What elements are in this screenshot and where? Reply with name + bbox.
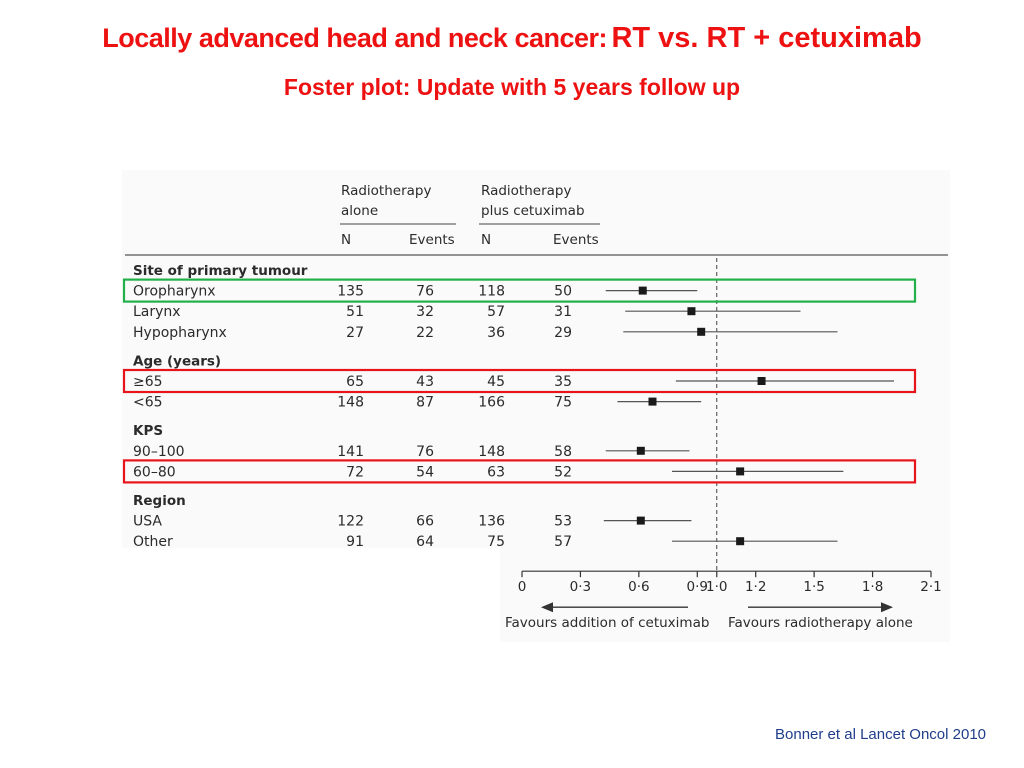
group-title: Site of primary tumour — [133, 263, 308, 279]
row-rt-n: 27 — [346, 325, 364, 341]
row-cx-n: 118 — [478, 284, 505, 300]
hr-point — [636, 516, 645, 525]
favours-left-label: Favours addition of cetuximab — [505, 615, 709, 631]
row-cx-n: 36 — [487, 325, 505, 341]
row-cx-events: 53 — [554, 514, 572, 530]
row-cx-events: 58 — [554, 444, 572, 460]
group-title: Age (years) — [133, 353, 221, 369]
row-rt-events: 87 — [416, 395, 434, 411]
row-cx-n: 148 — [478, 444, 505, 460]
favours-left-arrowhead — [541, 602, 553, 613]
figure-background-table — [122, 170, 950, 548]
row-label: Hypopharynx — [133, 325, 227, 341]
x-axis: 0 0·3 0·6 0·91·0 1·2 1·5 1·8 2·1 — [518, 570, 942, 613]
row-cx-n: 45 — [487, 374, 505, 390]
favours-right-label: Favours radiotherapy alone — [728, 615, 913, 631]
x-tick-label: 1·0 — [706, 579, 727, 595]
row-cx-events: 57 — [554, 534, 572, 550]
x-tick-label: 0·3 — [570, 579, 591, 595]
hr-point — [648, 397, 657, 406]
row-cx-events: 31 — [554, 304, 572, 320]
hr-point — [736, 467, 745, 476]
row-cx-events: 52 — [554, 464, 572, 480]
highlight-box-red — [122, 368, 917, 394]
group-title: KPS — [133, 423, 163, 439]
x-tick-label: 0·6 — [628, 579, 649, 595]
hr-point — [757, 377, 766, 385]
row-rt-events: 76 — [416, 444, 434, 460]
forest-rows: Site of primary tumour Oropharynx 135 76 118… — [122, 263, 917, 550]
row-rt-events: 76 — [416, 284, 434, 300]
row-rt-n: 65 — [346, 374, 364, 390]
row-rt-events: 32 — [416, 304, 434, 320]
row-rt-events: 22 — [416, 325, 434, 341]
hr-point — [638, 286, 647, 295]
row-cx-n: 136 — [478, 514, 505, 530]
header-rt-events: Events — [409, 232, 455, 248]
row-label: 90–100 — [133, 444, 185, 460]
row-cx-n: 63 — [487, 464, 505, 480]
row-rt-n: 148 — [337, 395, 364, 411]
highlight-box-red — [122, 459, 917, 484]
row-rt-events: 54 — [416, 464, 434, 480]
row-label: Other — [133, 534, 173, 550]
row-cx-n: 75 — [487, 534, 505, 550]
row-rt-n: 91 — [346, 534, 364, 550]
title-part1: Locally advanced head and neck cancer: — [102, 23, 607, 53]
citation: Bonner et al Lancet Oncol 2010 — [775, 726, 986, 743]
row-cx-events: 35 — [554, 374, 572, 390]
row-rt-n: 135 — [337, 284, 364, 300]
x-tick-label: 1·8 — [862, 579, 883, 595]
favours-right-arrowhead — [881, 602, 893, 613]
hr-point — [687, 307, 696, 316]
hr-point — [697, 327, 706, 336]
header-rt-n: N — [341, 232, 351, 248]
header-rt-cetux-line1: Radiotherapy — [481, 183, 571, 199]
header-cx-n: N — [481, 232, 491, 248]
row-label: USA — [133, 514, 162, 530]
x-tick-label: 0 — [518, 579, 527, 595]
figure-background-axis — [500, 548, 950, 642]
row-label: Oropharynx — [133, 284, 216, 300]
row-label: <65 — [133, 395, 163, 411]
row-cx-n: 57 — [487, 304, 505, 320]
x-tick-label: 0·9 — [687, 579, 708, 595]
header-cx-events: Events — [553, 232, 599, 248]
row-label: 60–80 — [133, 464, 176, 480]
row-rt-events: 64 — [416, 534, 434, 550]
group-title: Region — [133, 493, 186, 509]
header-rt-cetux-line2: plus cetuximab — [481, 203, 585, 219]
x-tick-label: 2·1 — [920, 579, 941, 595]
x-tick-label: 1·5 — [803, 579, 824, 595]
row-label: Larynx — [133, 304, 181, 320]
row-cx-events: 50 — [554, 284, 572, 300]
row-cx-n: 166 — [478, 395, 505, 411]
title-part2: RT vs. RT + cetuximab — [611, 22, 922, 54]
row-rt-events: 43 — [416, 374, 434, 390]
hr-point — [636, 446, 645, 455]
slide-subtitle: Foster plot: Update with 5 years follow … — [283, 74, 741, 100]
hr-point — [736, 537, 745, 546]
x-tick-label: 1·2 — [745, 579, 766, 595]
row-cx-events: 75 — [554, 395, 572, 411]
highlight-box-green — [122, 278, 917, 303]
row-cx-events: 29 — [554, 325, 572, 341]
row-rt-events: 66 — [416, 514, 434, 530]
slide-title: Locally advanced head and neck cancer: R… — [0, 22, 1024, 55]
row-rt-n: 72 — [346, 464, 364, 480]
row-rt-n: 51 — [346, 304, 364, 320]
row-rt-n: 122 — [337, 514, 364, 530]
row-label: ≥65 — [133, 374, 163, 390]
header-rt-alone-line1: Radiotherapy — [341, 183, 431, 199]
row-rt-n: 141 — [337, 444, 364, 460]
header-rt-alone-line2: alone — [341, 203, 378, 219]
